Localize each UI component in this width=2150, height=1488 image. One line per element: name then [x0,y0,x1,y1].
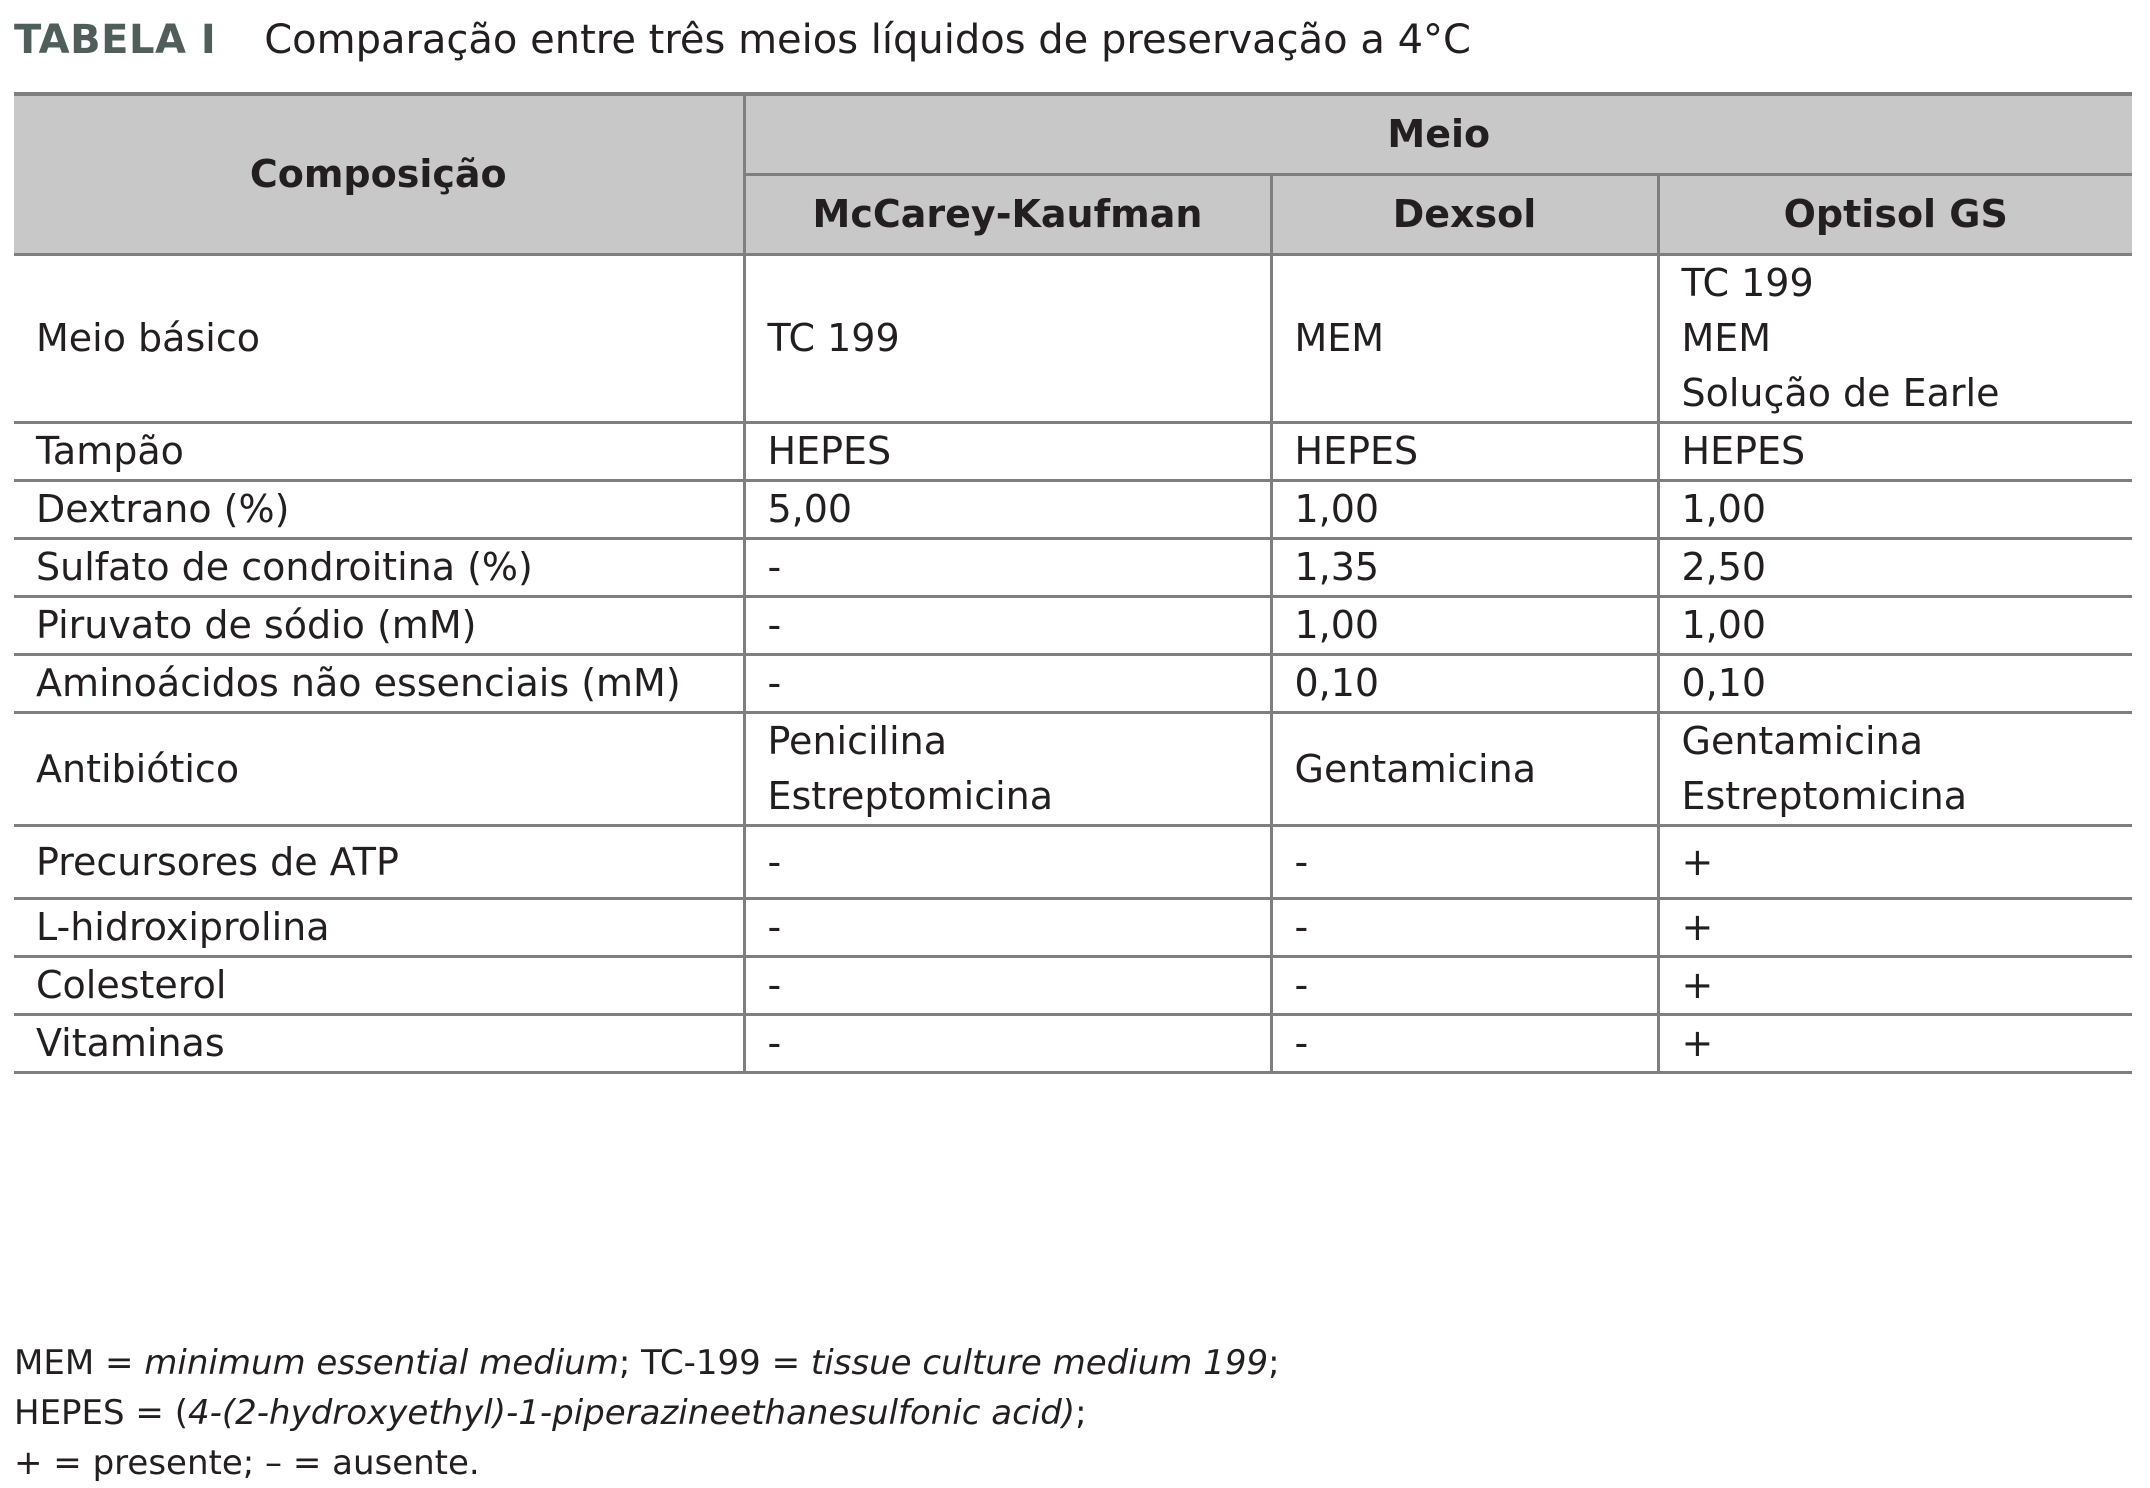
table-row: Antibiótico Penicilina Estreptomicina Gent… [14,711,2132,827]
table-row: Vitaminas - - + [14,1013,2132,1074]
table-caption-title: Comparação entre três meios líquidos de … [264,17,1471,63]
table-cell: 1,35 [1269,537,1660,598]
table-caption-label: TABELA I [14,17,217,63]
table-cell: + [1656,824,2132,900]
row-label: Piruvato de sódio (mM) [14,595,746,656]
table-cell: Gentamicina Estreptomicina [1656,711,2132,827]
row-label: Aminoácidos não essenciais (mM) [14,653,746,714]
table-cell: HEPES [1656,421,2132,482]
row-label: Dextrano (%) [14,479,746,540]
row-label: Colesterol [14,955,746,1016]
table-cell: + [1656,897,2132,958]
table-cell: - [742,653,1273,714]
table-row: Tampão HEPES HEPES HEPES [14,421,2132,482]
table-cell: 5,00 [742,479,1273,540]
header-col-dexsol: Dexsol [1269,173,1660,256]
table-legend: MEM = minimum essential medium; TC-199 =… [14,1338,2114,1488]
header-composition: Composição [14,92,746,256]
table-row: Colesterol - - + [14,955,2132,1016]
row-label: Antibiótico [14,711,746,827]
table-cell: - [742,537,1273,598]
table-cell: HEPES [1269,421,1660,482]
table-cell: 1,00 [1269,479,1660,540]
table-cell: - [1269,955,1660,1016]
row-label: Meio básico [14,253,746,424]
header-group-meio: Meio [742,92,2132,176]
table-cell: MEM [1269,253,1660,424]
row-label: L-hidroxiprolina [14,897,746,958]
table-cell: 0,10 [1269,653,1660,714]
table-cell: + [1656,1013,2132,1074]
table-cell: - [1269,824,1660,900]
table-cell: 1,00 [1269,595,1660,656]
table-row: Dextrano (%) 5,00 1,00 1,00 [14,479,2132,540]
table-cell: - [742,824,1273,900]
table-row: Meio básico TC 199 MEM TC 199 MEM Solução d… [14,253,2132,424]
row-label: Sulfato de condroitina (%) [14,537,746,598]
legend-line-3: + = presente; – = ausente. [14,1443,480,1483]
table-row: Piruvato de sódio (mM) -1,00 1,00 [14,595,2132,656]
table-cell: 0,10 [1656,653,2132,714]
table-row: L-hidroxiprolina - - + [14,897,2132,958]
table-cell: - [1269,897,1660,958]
table-cell: - [742,897,1273,958]
table-row: Precursores de ATP - - + [14,824,2132,900]
legend-line-2: HEPES = (4-(2-hydroxyethyl)-1-piperazine… [14,1393,1087,1433]
table-cell: - [742,955,1273,1016]
composition-table: Composição Meio McCarey-Kaufman Dexsol O… [14,92,2132,1074]
table-cell: TC 199 MEM Solução de Earle [1656,253,2132,424]
table-row: Sulfato de condroitina (%) -1,35 2,50 [14,537,2132,598]
header-col-optisol-gs: Optisol GS [1656,173,2132,256]
row-label: Tampão [14,421,746,482]
row-label: Vitaminas [14,1013,746,1074]
table-caption: TABELA I Comparação entre três meios líq… [14,10,1471,70]
legend-line-1: MEM = minimum essential medium; TC-199 =… [14,1343,1280,1383]
header-col-mccarey-kaufman: McCarey-Kaufman [744,173,1273,256]
table-cell: 2,50 [1656,537,2132,598]
table-cell: - [742,1013,1273,1074]
table-cell: TC 199 [742,253,1273,424]
table-cell: Gentamicina [1269,711,1660,827]
table-cell: 1,00 [1656,479,2132,540]
table-row: Aminoácidos não essenciais (mM) -0,10 0,10 [14,653,2132,714]
table-body: Meio básico TC 199 MEM TC 199 MEM Solução d… [14,253,2132,1074]
table-cell: 1,00 [1656,595,2132,656]
row-label: Precursores de ATP [14,824,746,900]
table-cell: Penicilina Estreptomicina [742,711,1273,827]
table-cell: HEPES [742,421,1273,482]
table-cell: - [1269,1013,1660,1074]
table-cell: - [742,595,1273,656]
table-cell: + [1656,955,2132,1016]
